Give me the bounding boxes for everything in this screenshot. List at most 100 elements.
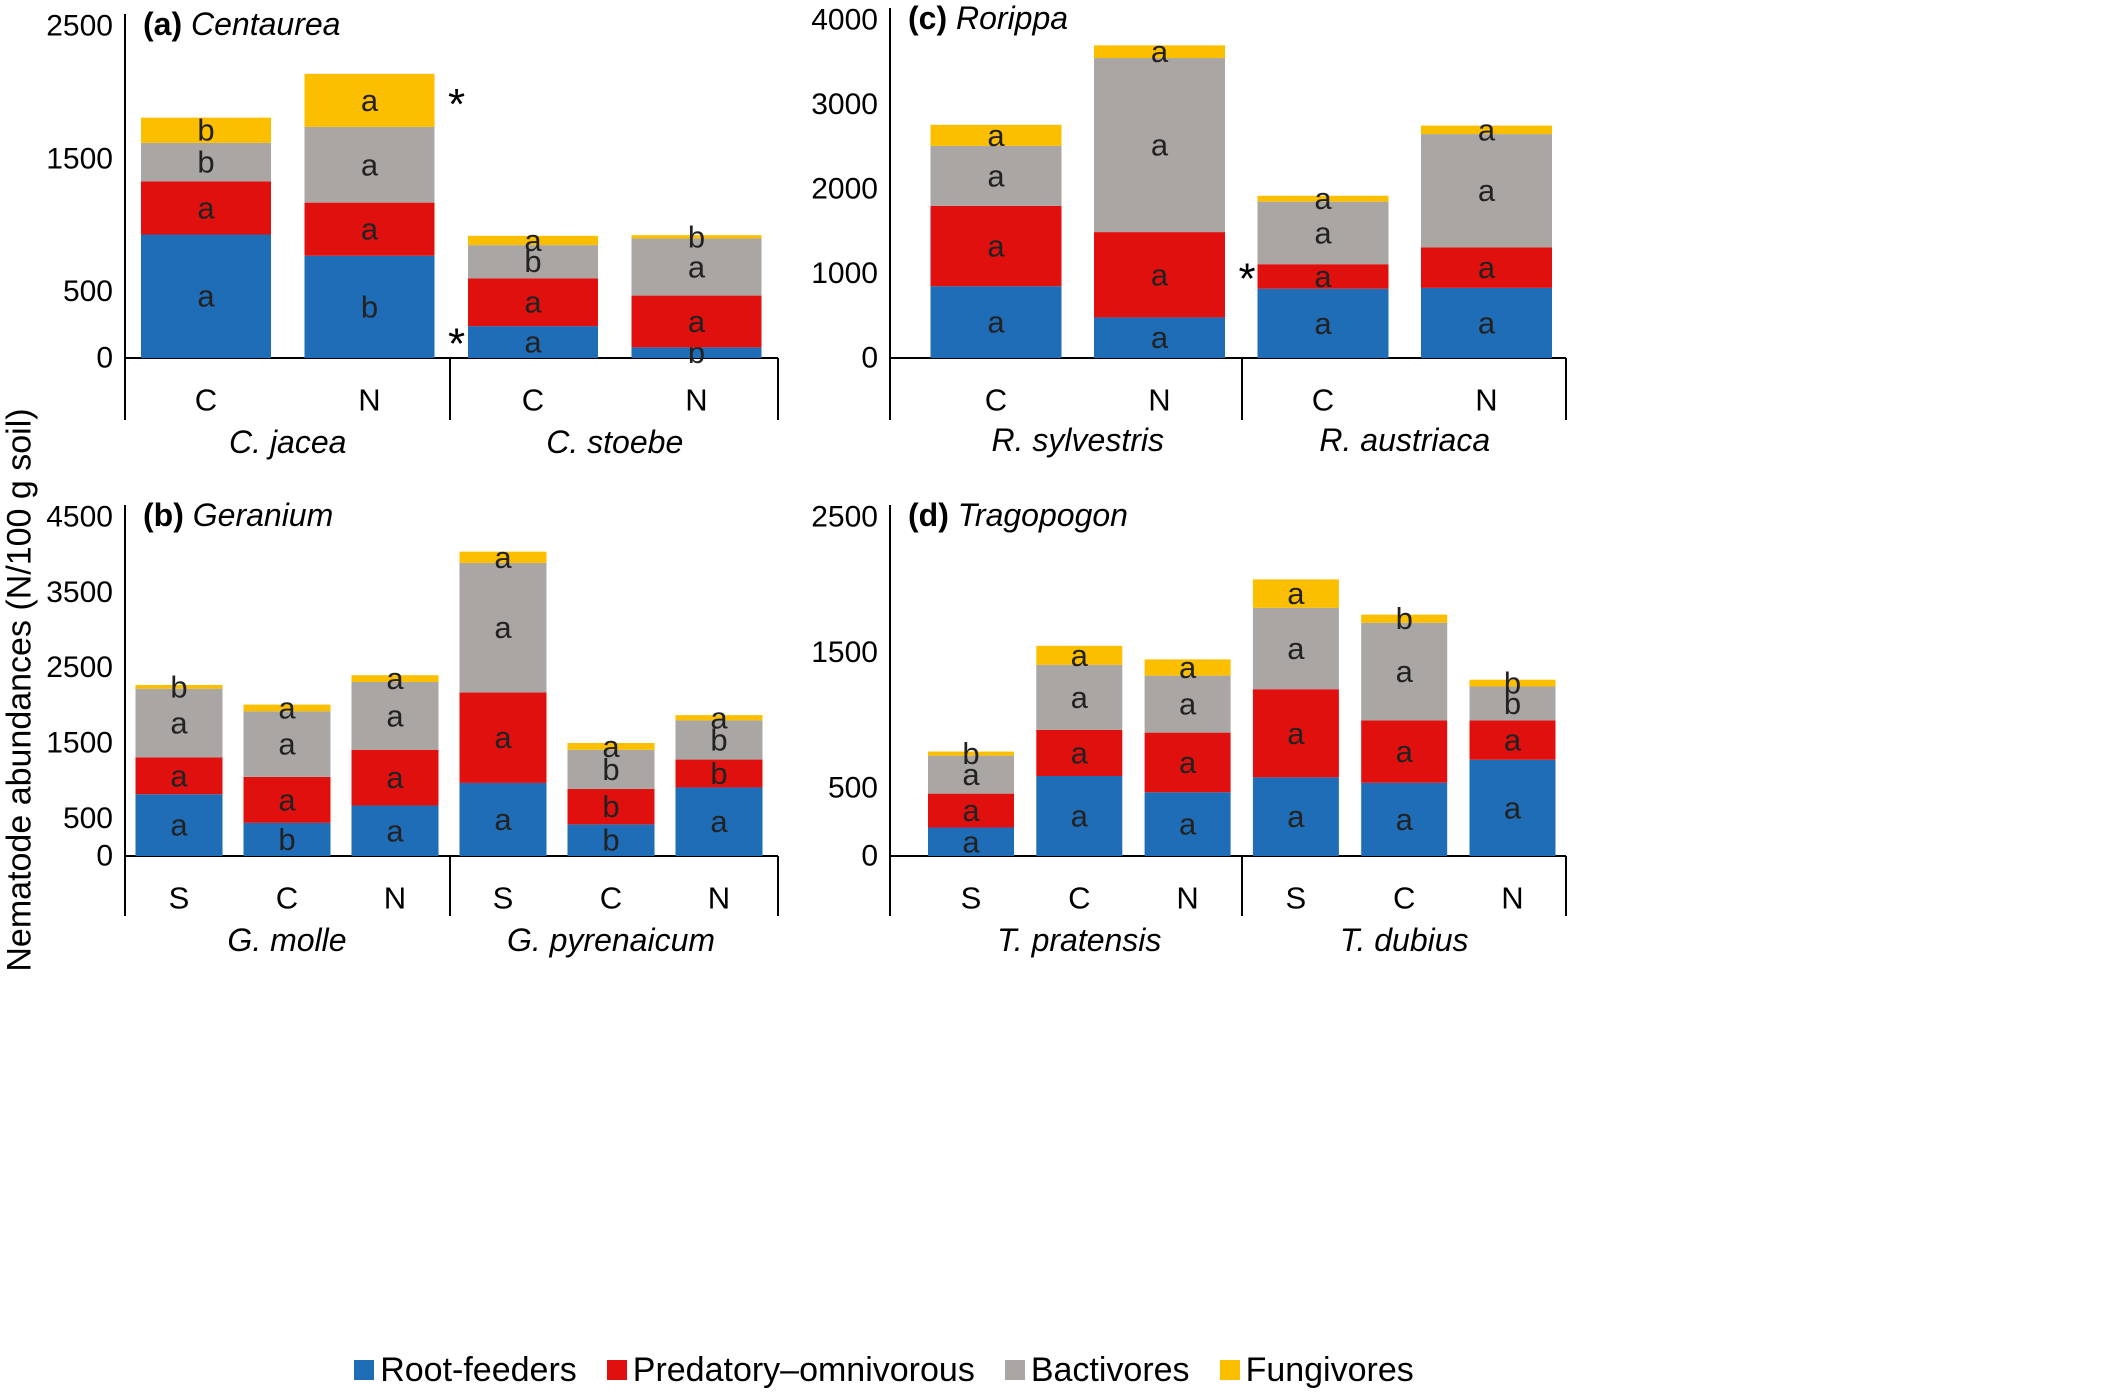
panel-2-letter-label: b bbox=[170, 669, 187, 704]
panel-2-bar-predatory-omnivorous-1 bbox=[135, 757, 223, 795]
panel-4-letter-label: a bbox=[962, 793, 980, 828]
panel-2-bar-bactivores-5 bbox=[567, 749, 655, 789]
panel-3-significance-asterisk-1: * bbox=[1238, 254, 1255, 303]
panel-2-category-label: C bbox=[600, 881, 622, 916]
panel-2-bar-root-feeders-1 bbox=[135, 794, 223, 856]
panel-2-letter-label: b bbox=[710, 756, 727, 791]
panel-2-ytick-label: 500 bbox=[63, 802, 113, 835]
panel-3-title: (c) Rorippa bbox=[908, 0, 1068, 36]
legend-swatch-bactivores bbox=[1004, 1360, 1025, 1380]
panel-3-letter-label: a bbox=[1478, 250, 1496, 285]
panel-4-category-label: C bbox=[1068, 881, 1090, 916]
panel-1-letter-label: a bbox=[197, 190, 215, 225]
panel-2-ytick-label: 1500 bbox=[46, 727, 113, 760]
panel-3-category-label: N bbox=[1475, 383, 1497, 418]
panel-4-bar-fungivores-5 bbox=[1361, 614, 1448, 623]
panel-3-bar-fungivores-3 bbox=[1257, 195, 1389, 202]
legend-swatch-predatory-omnivorous bbox=[606, 1360, 627, 1380]
panel-2-bar-bactivores-3 bbox=[351, 681, 439, 750]
panel-1-letter: (a) bbox=[143, 6, 191, 42]
panel-2-bar-bactivores-6 bbox=[675, 720, 763, 760]
panel-1-bar-root-feeders-4 bbox=[631, 347, 762, 358]
panel-2-letter-label: b bbox=[602, 752, 619, 787]
panel-1-letter-label: a bbox=[361, 212, 379, 247]
panel-3-genus: Rorippa bbox=[956, 0, 1068, 36]
panel-1-bar-bactivores-3 bbox=[468, 245, 598, 279]
panel-4-bar-bactivores-5 bbox=[1361, 622, 1448, 721]
panel-4-ytick-label: 1500 bbox=[811, 636, 878, 669]
legend-label-root-feeders: Root-feeders bbox=[380, 1350, 577, 1389]
panel-4-bar-fungivores-4 bbox=[1252, 579, 1339, 608]
panel-1-bar-bactivores-1 bbox=[141, 142, 271, 182]
panel-1-letter-label: a bbox=[197, 279, 215, 314]
panel-4-bar-root-feeders-2 bbox=[1036, 775, 1123, 856]
panel-2-letter-label: b bbox=[602, 789, 619, 824]
panel-2-letter-label: a bbox=[602, 729, 620, 764]
panel-1-letter-label: b bbox=[524, 244, 541, 279]
panel-2-category-label: S bbox=[169, 881, 190, 916]
panel-2-letter-label: a bbox=[278, 782, 296, 817]
panel-2-letter-label: a bbox=[278, 690, 296, 725]
panel-3-letter-label: a bbox=[987, 158, 1005, 193]
panel-1-bar-root-feeders-3 bbox=[468, 326, 598, 358]
panel-2-letter-label: a bbox=[278, 727, 296, 762]
panel-4-letter-label: a bbox=[1287, 576, 1305, 611]
panel-1-ytick-label: 1500 bbox=[46, 142, 113, 175]
panel-3-bar-root-feeders-3 bbox=[1257, 288, 1389, 358]
legend-swatch-fungivores bbox=[1219, 1360, 1240, 1380]
panel-2-ytick-label: 2500 bbox=[46, 651, 113, 684]
panel-1-letter-label: a bbox=[524, 223, 542, 258]
panel-2-letter-label: b bbox=[710, 722, 727, 757]
panel-3-bar-predatory-omnivorous-2 bbox=[1094, 232, 1225, 318]
panel-4-bar-root-feeders-1 bbox=[928, 827, 1014, 856]
panel-2-bar-fungivores-4 bbox=[459, 551, 547, 563]
panel-1-letter-label: a bbox=[361, 83, 379, 118]
panel-2-ytick-label: 4500 bbox=[46, 501, 113, 534]
panel-3-ytick-label: 0 bbox=[861, 342, 878, 375]
panel-3-letter-label: a bbox=[1314, 181, 1332, 216]
panel-4-bar-fungivores-2 bbox=[1036, 645, 1123, 665]
panel-3-bar-fungivores-1 bbox=[930, 124, 1062, 146]
panel-1-bar-root-feeders-1 bbox=[141, 234, 271, 358]
panel-4-bar-predatory-omnivorous-2 bbox=[1036, 729, 1123, 776]
panel-2-letter-label: b bbox=[278, 822, 295, 857]
panel-1-bar-fungivores-3 bbox=[468, 235, 598, 246]
panel-1-bar-bactivores-2 bbox=[304, 126, 435, 203]
panel-3-letter-label: a bbox=[1151, 34, 1169, 69]
panel-3-letter-label: a bbox=[1314, 215, 1332, 250]
panel-4-bar-bactivores-2 bbox=[1036, 664, 1123, 730]
panel-2-letter-label: a bbox=[710, 700, 728, 735]
panel-4-bar-root-feeders-4 bbox=[1252, 777, 1339, 856]
panel-2-bar-bactivores-1 bbox=[135, 688, 223, 758]
panel-1-category-label: N bbox=[358, 383, 380, 418]
panel-1-letter-label: a bbox=[688, 250, 706, 285]
panel-2-letter-label: a bbox=[710, 804, 728, 839]
panel-1-bar-bactivores-4 bbox=[631, 238, 762, 296]
panel-2-title: (b) Geranium bbox=[143, 497, 333, 533]
panel-2-bar-root-feeders-6 bbox=[675, 787, 763, 856]
panel-2-bar-predatory-omnivorous-3 bbox=[351, 749, 439, 806]
panel-4-letter-label: a bbox=[962, 824, 980, 859]
panel-1-ytick-label: 500 bbox=[63, 275, 113, 308]
panel-1-bar-predatory-omnivorous-4 bbox=[631, 295, 762, 348]
panel-2-group-label-1: G. molle bbox=[227, 922, 346, 958]
panel-1-significance-asterisk-2: * bbox=[448, 320, 465, 369]
panel-4-letter-label: a bbox=[1396, 734, 1414, 769]
panel-4-category-label: S bbox=[961, 881, 982, 916]
y-axis-label: Nematode abundances (N/100 g soil) bbox=[0, 408, 39, 972]
panel-3-bar-bactivores-2 bbox=[1094, 58, 1225, 233]
legend-item-root-feeders: Root-feeders bbox=[354, 1351, 577, 1390]
panel-4-letter-label: a bbox=[962, 757, 980, 792]
panel-3-ytick-label: 2000 bbox=[811, 173, 878, 206]
panel-3-letter-label: a bbox=[1151, 128, 1169, 163]
panel-4-letter-label: a bbox=[1504, 723, 1522, 758]
panel-3-letter: (c) bbox=[908, 0, 956, 36]
panel-1-letter-label: b bbox=[197, 145, 214, 180]
panel-3-bar-predatory-omnivorous-3 bbox=[1257, 264, 1389, 289]
panel-4-ytick-label: 500 bbox=[828, 772, 878, 805]
panel-2-letter-label: a bbox=[494, 802, 512, 837]
panel-3-letter-label: a bbox=[1478, 112, 1496, 147]
panel-1-group-label-1: C. jacea bbox=[229, 424, 346, 460]
legend-item-bactivores: Bactivores bbox=[1004, 1351, 1190, 1390]
